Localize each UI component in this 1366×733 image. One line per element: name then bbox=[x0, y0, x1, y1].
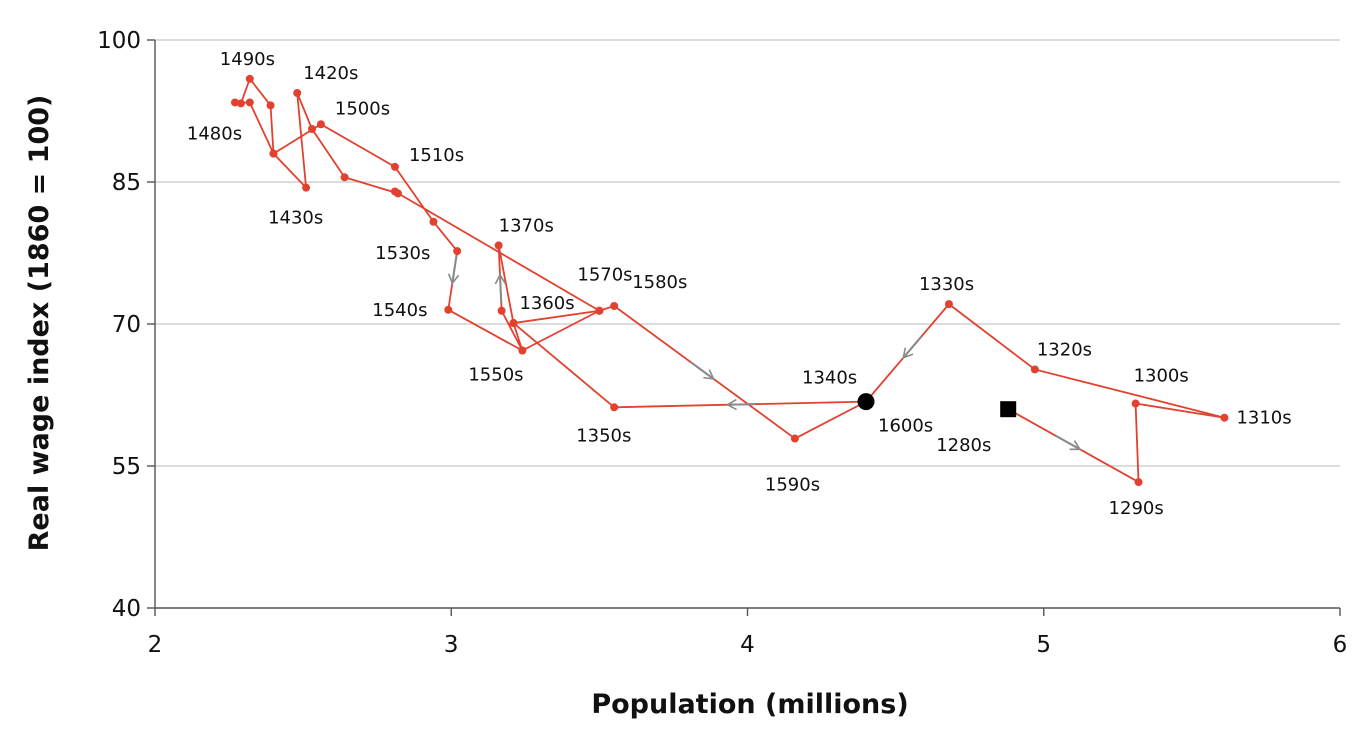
point-label: 1540s bbox=[372, 300, 427, 321]
point-label: 1420s bbox=[303, 63, 358, 84]
x-axis-title: Population (millions) bbox=[591, 689, 908, 720]
data-point bbox=[340, 173, 349, 182]
point-label: 1570s bbox=[577, 265, 632, 286]
point-label: 1510s bbox=[409, 145, 464, 166]
x-tick-label: 2 bbox=[148, 632, 163, 658]
point-label: 1500s bbox=[335, 98, 390, 119]
y-axis-title: Real wage index (1860 = 100) bbox=[24, 95, 55, 552]
point-label: 1430s bbox=[268, 208, 323, 229]
data-point bbox=[393, 189, 402, 198]
point-label: 1480s bbox=[187, 123, 242, 144]
direction-arrow-head bbox=[447, 273, 460, 286]
point-labels: 1280s 1290s 1300s 1310s 1320s 1330s 1340s 1350s… bbox=[187, 49, 1292, 519]
series-polyline bbox=[234, 77, 1226, 483]
point-label: 1530s bbox=[375, 243, 430, 264]
data-point bbox=[1131, 399, 1140, 408]
direction-arrow-head bbox=[494, 273, 507, 285]
direction-arrow-head bbox=[1069, 440, 1082, 451]
x-tick-label: 6 bbox=[1333, 632, 1348, 658]
data-point bbox=[610, 302, 619, 311]
y-tick-label: 85 bbox=[112, 170, 141, 196]
series-line bbox=[234, 77, 1226, 483]
direction-arrow-head bbox=[725, 398, 737, 411]
data-point bbox=[1030, 365, 1039, 374]
x-tick-label: 5 bbox=[1036, 632, 1051, 658]
data-point bbox=[1134, 478, 1143, 487]
end-marker-circle bbox=[857, 393, 875, 411]
data-point bbox=[269, 149, 278, 158]
y-tick-label: 70 bbox=[112, 312, 141, 338]
data-point bbox=[518, 346, 527, 355]
y-tick-label: 100 bbox=[97, 28, 141, 54]
direction-arrow-shaft bbox=[1054, 434, 1081, 451]
point-label: 1360s bbox=[519, 293, 574, 314]
data-point bbox=[497, 306, 506, 315]
data-point bbox=[595, 306, 604, 315]
data-point bbox=[444, 305, 453, 314]
direction-arrow-shaft bbox=[690, 361, 715, 380]
point-label: 1370s bbox=[499, 215, 554, 236]
axes bbox=[147, 39, 1341, 616]
point-label: 1320s bbox=[1037, 339, 1092, 360]
data-point bbox=[429, 217, 438, 226]
data-point bbox=[293, 89, 302, 98]
point-label: 1350s bbox=[576, 425, 631, 446]
point-label: 1550s bbox=[468, 365, 523, 386]
point-label: 1330s bbox=[919, 274, 974, 295]
data-point bbox=[453, 247, 462, 256]
data-point bbox=[245, 98, 254, 107]
point-label: 1290s bbox=[1109, 498, 1164, 519]
direction-arrow-shaft bbox=[498, 274, 503, 303]
point-label: 1590s bbox=[765, 475, 820, 496]
data-point bbox=[494, 241, 503, 250]
point-label: 1600s bbox=[878, 416, 933, 437]
direction-arrow-head bbox=[902, 347, 914, 360]
y-tick-label: 40 bbox=[112, 596, 141, 622]
point-label: 1300s bbox=[1134, 366, 1189, 387]
direction-arrow-shaft bbox=[451, 255, 458, 284]
x-tick-label: 3 bbox=[444, 632, 459, 658]
data-point bbox=[245, 74, 254, 83]
point-label: 1580s bbox=[632, 272, 687, 293]
start-marker-square bbox=[1000, 401, 1017, 418]
tick-labels: 40 55 70 85 100 2 3 4 5 6 bbox=[97, 28, 1347, 658]
x-tick-label: 4 bbox=[740, 632, 755, 658]
data-point bbox=[302, 183, 311, 192]
data-point bbox=[1220, 413, 1229, 422]
point-label: 1490s bbox=[220, 49, 275, 70]
direction-arrow-head bbox=[703, 369, 715, 380]
direction-arrow-shaft bbox=[727, 403, 756, 406]
data-point bbox=[316, 120, 325, 129]
data-point bbox=[610, 403, 619, 412]
point-label: 1280s bbox=[936, 435, 991, 456]
data-point bbox=[236, 99, 245, 108]
gridlines bbox=[155, 39, 1340, 467]
data-point bbox=[509, 319, 518, 328]
data-point bbox=[266, 101, 275, 110]
data-point bbox=[230, 98, 239, 107]
data-point bbox=[790, 434, 799, 443]
direction-arrows bbox=[447, 255, 1082, 451]
data-points bbox=[230, 74, 1229, 487]
y-tick-label: 55 bbox=[112, 454, 141, 480]
data-point bbox=[944, 300, 953, 309]
data-point bbox=[308, 124, 317, 133]
data-point bbox=[390, 162, 399, 171]
point-label: 1340s bbox=[802, 368, 857, 389]
point-label: 1310s bbox=[1236, 408, 1291, 429]
direction-arrow-shaft bbox=[902, 335, 923, 359]
